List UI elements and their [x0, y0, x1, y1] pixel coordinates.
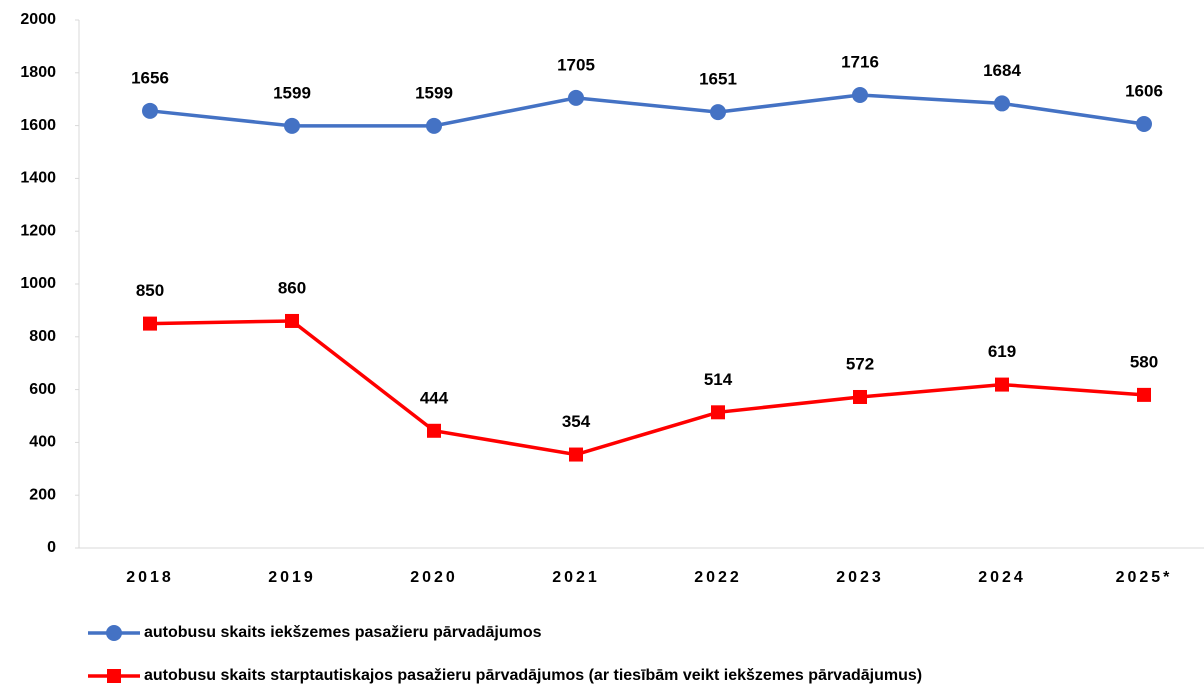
x-tick-label: 2025* [1116, 569, 1173, 586]
marker [995, 377, 1009, 392]
y-tick-label: 800 [29, 328, 56, 345]
x-tick-label: 2020 [410, 569, 458, 586]
data-label: 444 [420, 388, 449, 407]
marker [106, 625, 122, 641]
marker [852, 86, 868, 103]
marker [1136, 116, 1152, 133]
x-tick-label: 2021 [552, 569, 600, 586]
x-tick-label: 2018 [126, 569, 174, 586]
data-label: 1656 [131, 68, 169, 87]
data-label: 1651 [699, 70, 737, 89]
data-label: 619 [988, 342, 1016, 361]
marker [285, 313, 299, 328]
y-tick-label: 1600 [20, 117, 56, 134]
y-tick-label: 2000 [20, 11, 56, 28]
legend-label: autobusu skaits iekšzemes pasažieru pārv… [144, 624, 542, 641]
y-tick-label: 1200 [20, 222, 56, 239]
marker [1137, 387, 1151, 402]
data-label: 1705 [557, 55, 595, 74]
y-tick-label: 1800 [20, 64, 56, 81]
series-line [149, 319, 1145, 457]
marker [853, 389, 867, 404]
x-tick-label: 2019 [268, 569, 316, 586]
data-label: 354 [562, 412, 591, 431]
y-tick-label: 200 [29, 486, 56, 503]
marker [143, 316, 157, 331]
x-tick-label: 2023 [836, 569, 884, 586]
data-label: 580 [1130, 352, 1158, 371]
data-label: 850 [136, 281, 164, 300]
y-tick-label: 600 [29, 381, 56, 398]
marker [568, 89, 584, 106]
data-label: 860 [278, 278, 306, 297]
data-label: 1599 [415, 83, 453, 102]
marker [710, 104, 726, 121]
y-tick-label: 1000 [20, 275, 56, 292]
x-tick-label: 2024 [978, 569, 1026, 586]
x-tick-label: 2022 [694, 569, 742, 586]
y-tick-label: 0 [47, 539, 56, 556]
legend-label: autobusu skaits starptautiskajos pasažie… [144, 667, 922, 684]
marker [994, 95, 1010, 112]
data-label: 1684 [983, 61, 1021, 80]
marker [569, 447, 583, 462]
data-label: 1606 [1125, 82, 1163, 101]
marker [142, 102, 158, 119]
marker [711, 405, 725, 420]
data-label: 572 [846, 354, 874, 373]
data-label: 1716 [841, 52, 879, 71]
y-tick-label: 400 [29, 434, 56, 451]
marker [427, 423, 441, 438]
y-tick-label: 1400 [20, 170, 56, 187]
series-line [149, 93, 1145, 128]
data-label: 514 [704, 370, 733, 389]
marker [284, 117, 300, 134]
marker [426, 117, 442, 134]
data-label: 1599 [273, 83, 311, 102]
marker [107, 669, 121, 683]
